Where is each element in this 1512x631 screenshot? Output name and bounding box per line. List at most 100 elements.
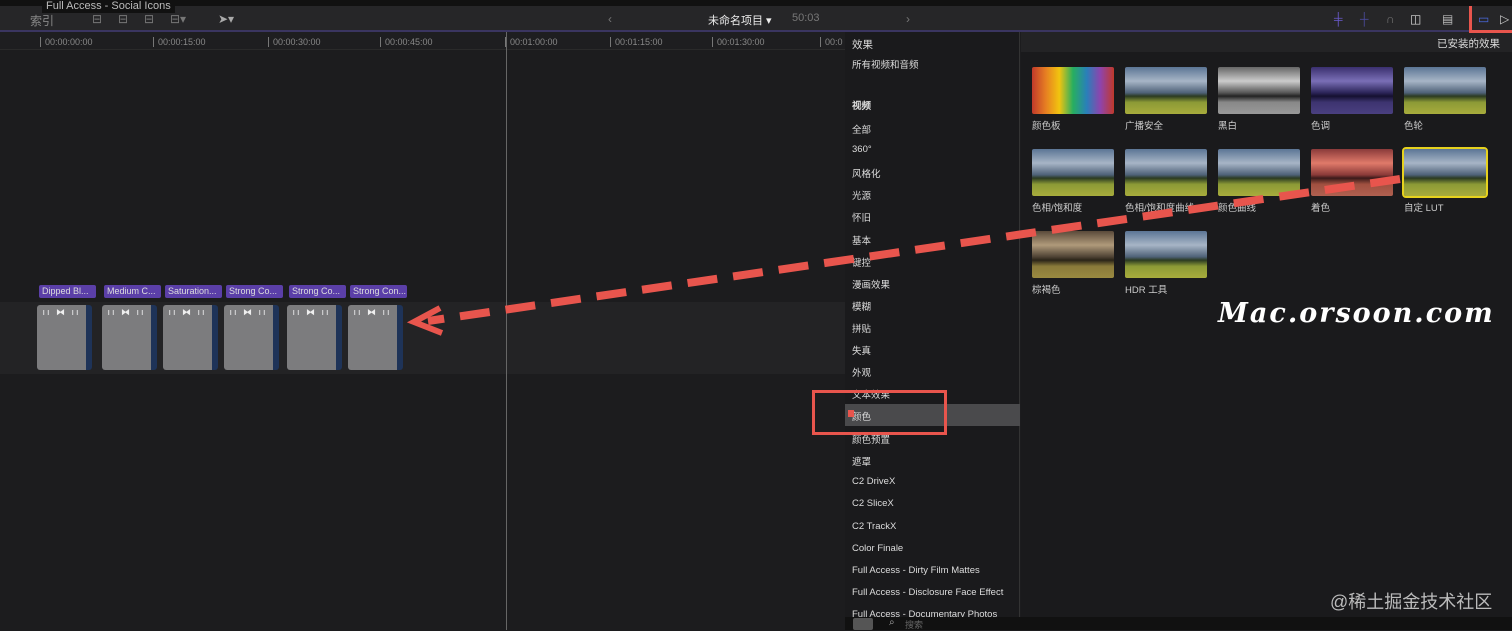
sidebar-item[interactable]: 失真 [852,346,872,357]
next-project-button[interactable]: › [906,12,910,26]
annotation-marker [848,410,854,417]
timeline-ruler[interactable]: 00:00:00:00 00:00:15:00 00:00:30:00 00:00:4… [0,32,845,50]
transition-label[interactable]: Strong Co... [289,285,346,298]
transition-label[interactable]: Strong Co... [226,285,283,298]
connect-clip-icon[interactable]: ⊟ [92,12,103,26]
playhead[interactable] [506,32,507,630]
project-name: 未命名项目 [708,15,763,27]
sidebar-item[interactable]: 外观 [852,368,872,379]
timeline-clip[interactable]: ıı ⧓ ıı [348,305,403,370]
effect-thumbnail[interactable] [1032,67,1114,114]
effect-label: 黑白 [1218,121,1238,132]
effects-browser [1021,32,1512,617]
sidebar-item[interactable]: Full Access - Dirty Film Mattes [852,565,980,576]
sidebar-item[interactable]: 所有视频和音频 [852,60,919,71]
sidebar-item[interactable]: 基本 [852,236,872,247]
effect-thumbnail[interactable] [1218,149,1300,196]
effect-thumbnail[interactable] [1404,67,1486,114]
index-button[interactable]: 索引 [30,14,55,28]
timeline-clip[interactable]: ıı ⧓ ıı [163,305,218,370]
effects-browser-header: 已安装的效果 [1021,32,1512,52]
timeline-clip[interactable]: ıı ⧓ ıı [102,305,157,370]
effect-thumbnail[interactable] [1218,67,1300,114]
ruler-tick: 00:01:00:00 [505,37,558,47]
overwrite-clip-icon[interactable]: ⊟▾ [170,12,187,26]
effect-thumbnail[interactable] [1125,231,1207,278]
effect-label: 颜色板 [1032,121,1061,132]
effect-label: HDR 工具 [1125,285,1168,296]
effect-thumbnail[interactable] [1125,149,1207,196]
transitions-browser-icon[interactable]: ▷ [1500,12,1510,26]
sidebar-item[interactable]: 风格化 [852,169,881,180]
timeline-clip[interactable]: ıı ⧓ ıı [224,305,279,370]
transition-label[interactable]: Saturation... [165,285,222,298]
clip-appearance-icon[interactable]: ▤ [1442,12,1454,26]
sidebar-item[interactable]: 模糊 [852,302,872,313]
transition-icon: ıı ⧓ ıı [168,307,207,317]
transition-label[interactable]: Strong Con... [350,285,407,298]
annotation-box-effects-button [1469,3,1512,33]
skimming-icon[interactable]: ┼ [1360,12,1369,26]
snapping-icon[interactable]: ◫ [1410,12,1422,26]
sidebar-item[interactable]: 颜色 [852,412,872,423]
effects-sidebar: 效果 [845,32,1020,617]
effect-label: 广播安全 [1125,121,1164,132]
effect-label: 色相/饱和度 [1032,203,1083,214]
sidebar-item[interactable]: 360° [852,144,872,155]
sidebar-item[interactable]: C2 TrackX [852,521,897,532]
sidebar-toggle-button[interactable] [853,618,873,630]
project-duration: 50:03 [792,12,820,24]
effect-thumbnail[interactable] [1032,231,1114,278]
transition-label[interactable]: Medium C... [104,285,161,298]
previous-project-button[interactable]: ‹ [608,12,612,26]
sidebar-item[interactable]: 键控 [852,258,872,269]
sidebar-item[interactable]: C2 DriveX [852,476,896,487]
effect-thumbnail[interactable] [1125,67,1207,114]
sidebar-item[interactable]: 文本效果 [852,390,891,401]
browser-title: 已安装的效果 [1437,38,1500,50]
headphones-icon[interactable]: ∩ [1386,12,1395,26]
sidebar-item[interactable]: 光源 [852,191,872,202]
sidebar-item[interactable]: 遮罩 [852,457,872,468]
transition-icon: ıı ⧓ ıı [229,307,268,317]
sidebar-item[interactable]: Full Access - Disclosure Face Effect [852,587,1004,598]
selected-category-highlight [845,404,1020,426]
sidebar-item[interactable]: 视频 [852,101,872,112]
transition-icon: ıı ⧓ ıı [353,307,392,317]
effect-thumbnail[interactable] [1402,147,1488,198]
search-input[interactable]: 搜索 [905,620,924,630]
sidebar-item[interactable]: 颜色预置 [852,435,891,446]
transition-icon: ıı ⧓ ıı [107,307,146,317]
effects-browser-icon[interactable]: ▭ [1478,12,1490,26]
window-title: Full Access - Social Icons [42,0,175,13]
transition-icon: ıı ⧓ ıı [42,307,81,317]
annotation-dashed-arrow [427,175,1401,325]
effect-label: 颜色曲线 [1218,203,1257,214]
sidebar-item[interactable]: Full Access - Documentary Photos [852,609,998,620]
sidebar-item[interactable]: 漫画效果 [852,280,891,291]
effect-label: 着色 [1311,203,1331,214]
ruler-tick: 00:00:15:00 [153,37,206,47]
append-clip-icon[interactable]: ⊟ [144,12,155,26]
effect-label: 色调 [1311,121,1331,132]
annotation-box-color-category [812,390,947,435]
effect-label: 色相/饱和度曲线 [1125,203,1195,214]
sidebar-item[interactable]: 全部 [852,125,872,136]
ruler-tick: 00:0 [820,37,843,47]
insert-clip-icon[interactable]: ⊟ [118,12,129,26]
timeline-clip[interactable]: ıı ⧓ ıı [37,305,92,370]
bottom-bar: ⌕ 搜索 [845,617,1512,630]
sidebar-item[interactable]: C2 SliceX [852,498,894,509]
search-icon: ⌕ [889,617,895,628]
transition-label[interactable]: Dipped Bl... [39,285,96,298]
select-tool-icon[interactable]: ➤▾ [218,12,235,26]
audio-skimming-icon[interactable]: ╪ [1334,12,1343,26]
project-name-dropdown[interactable]: 未命名项目 ▾ [708,15,772,27]
effect-thumbnail[interactable] [1311,67,1393,114]
sidebar-item[interactable]: 怀旧 [852,213,872,224]
sidebar-item[interactable]: 拼贴 [852,324,872,335]
sidebar-item[interactable]: Color Finale [852,543,904,554]
effect-thumbnail[interactable] [1032,149,1114,196]
timeline-clip[interactable]: ıı ⧓ ıı [287,305,342,370]
